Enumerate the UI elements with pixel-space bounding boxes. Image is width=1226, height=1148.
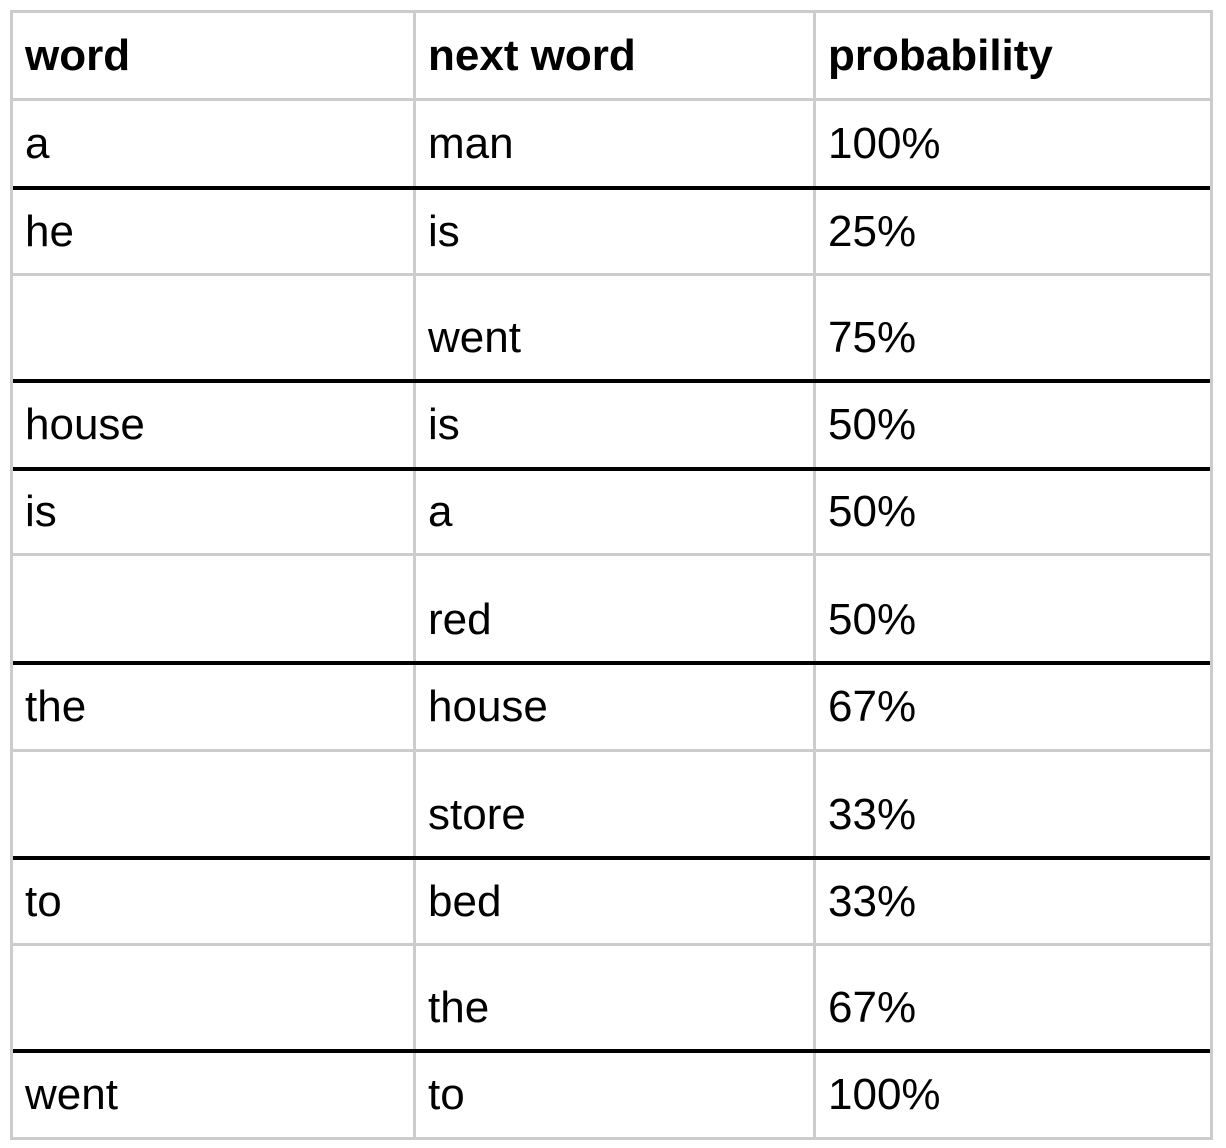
bigram-probability-table: word next word probability a man 100% he is 2… bbox=[10, 10, 1213, 1140]
table-row: the house 67% bbox=[13, 661, 1210, 749]
cell-probability: 50% bbox=[813, 383, 1210, 467]
cell-next-word: a bbox=[413, 471, 813, 553]
cell-next-word: went bbox=[413, 276, 813, 379]
header-word: word bbox=[25, 30, 131, 80]
cell-next-word: is bbox=[413, 383, 813, 467]
cell-probability: 67% bbox=[813, 946, 1210, 1049]
cell-next-word: is bbox=[413, 190, 813, 273]
table-row: store 33% bbox=[13, 749, 1210, 856]
cell-probability: 25% bbox=[813, 190, 1210, 273]
cell-next-word: bed bbox=[413, 860, 813, 943]
table-row: he is 25% bbox=[13, 186, 1210, 273]
cell-probability: 100% bbox=[813, 1053, 1210, 1137]
cell-word: the bbox=[25, 682, 87, 731]
cell-word bbox=[13, 276, 413, 379]
cell-probability: 50% bbox=[813, 471, 1210, 553]
cell-probability: 33% bbox=[813, 752, 1210, 856]
cell-probability: 100% bbox=[813, 101, 1210, 186]
cell-next-word: red bbox=[413, 556, 813, 661]
cell-probability: 67% bbox=[813, 665, 1210, 749]
cell-word bbox=[13, 946, 413, 1049]
cell-probability: 75% bbox=[813, 276, 1210, 379]
cell-probability: 33% bbox=[813, 860, 1210, 943]
header-next-word: next word bbox=[413, 13, 813, 98]
cell-word: house bbox=[25, 400, 145, 449]
cell-word: a bbox=[25, 118, 50, 168]
table-row: red 50% bbox=[13, 553, 1210, 661]
table-row: went 75% bbox=[13, 273, 1210, 379]
cell-word: went bbox=[25, 1070, 118, 1119]
cell-next-word: man bbox=[413, 101, 813, 186]
cell-next-word: house bbox=[413, 665, 813, 749]
table-row: the 67% bbox=[13, 943, 1210, 1049]
cell-next-word: to bbox=[413, 1053, 813, 1137]
table-row: house is 50% bbox=[13, 379, 1210, 467]
cell-probability: 50% bbox=[813, 556, 1210, 661]
cell-next-word: the bbox=[413, 946, 813, 1049]
cell-word: to bbox=[25, 876, 62, 926]
table-header-row: word next word probability bbox=[13, 13, 1210, 98]
table-row: to bed 33% bbox=[13, 856, 1210, 943]
table-row: is a 50% bbox=[13, 467, 1210, 553]
cell-word: is bbox=[25, 487, 57, 536]
table-row: went to 100% bbox=[13, 1049, 1210, 1137]
cell-word bbox=[13, 556, 413, 661]
cell-next-word: store bbox=[413, 752, 813, 856]
table-row: a man 100% bbox=[13, 98, 1210, 186]
cell-word bbox=[13, 752, 413, 856]
header-probability: probability bbox=[813, 13, 1210, 98]
cell-word: he bbox=[25, 206, 74, 256]
